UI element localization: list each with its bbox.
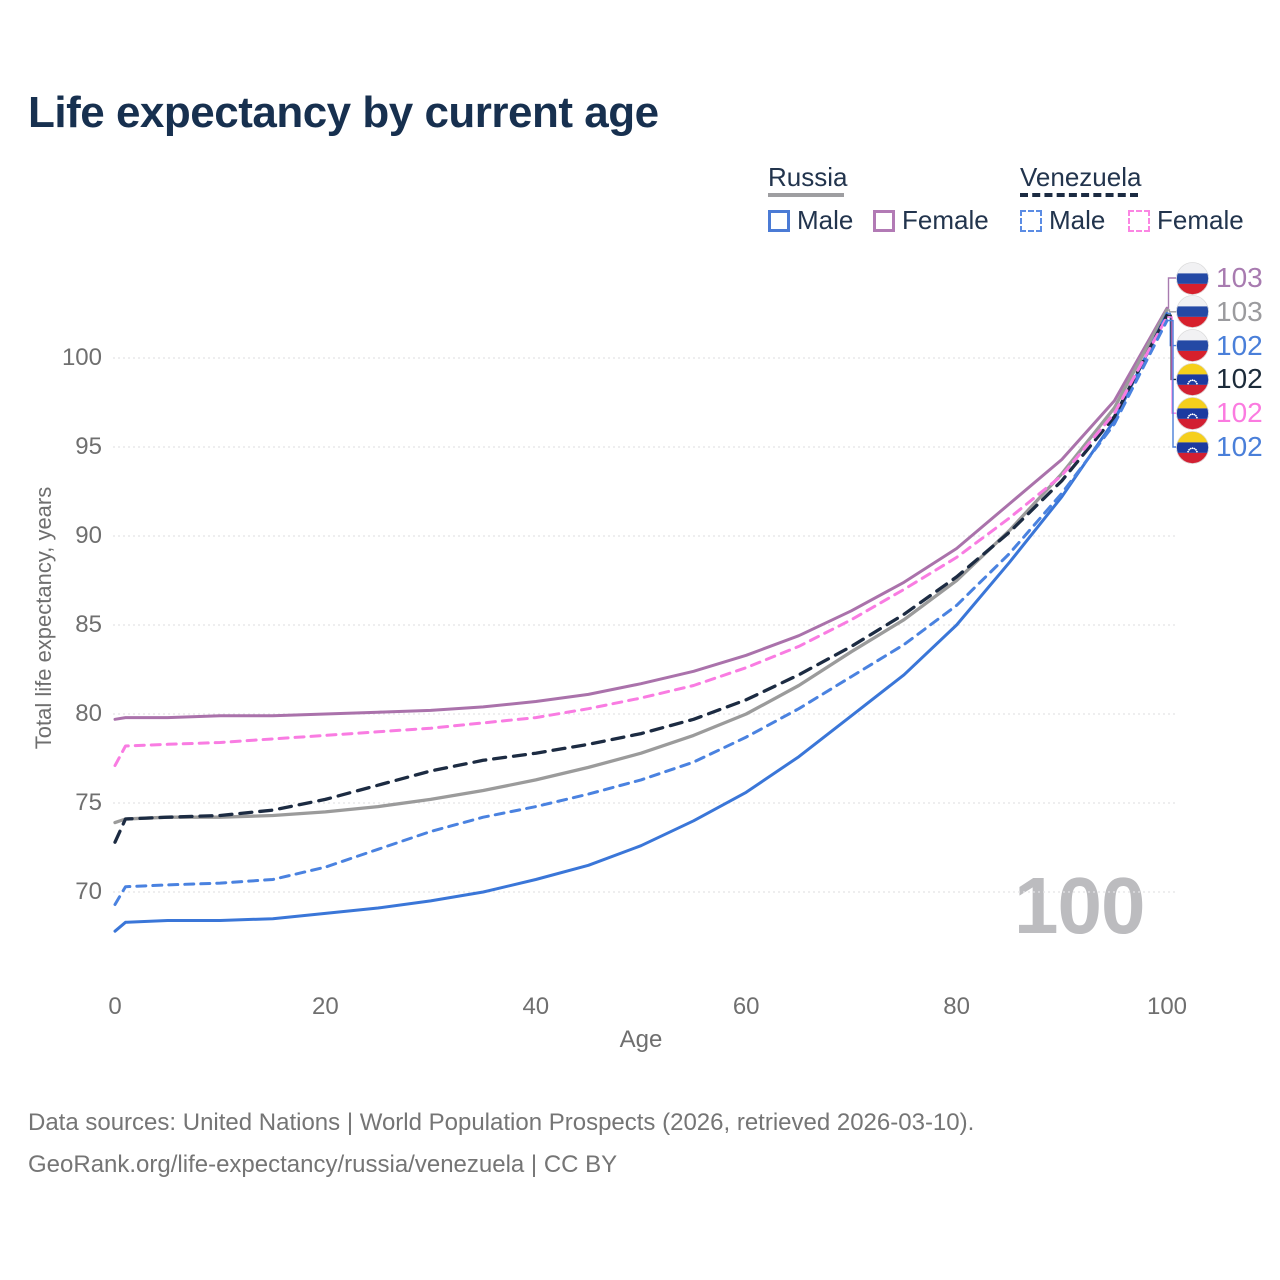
russia-flag-icon — [1176, 329, 1209, 362]
end-label-russia-female[interactable]: 103 — [1176, 261, 1263, 295]
series-line-venezuela-female[interactable] — [113, 315, 1169, 768]
russia-flag-icon — [1176, 261, 1209, 295]
series-line-russia-female[interactable] — [113, 306, 1169, 721]
end-label-value: 102 — [1216, 397, 1263, 429]
x-tick-label-40: 40 — [522, 993, 550, 1020]
venezuela-flag-icon — [1176, 396, 1209, 430]
legend-item-venezuela-female[interactable]: Female — [1128, 205, 1244, 236]
series-line-russia[interactable] — [113, 308, 1169, 825]
y-tick-label-80: 80 — [75, 700, 102, 727]
source-attribution: Data sources: United Nations | World Pop… — [28, 1102, 974, 1186]
end-label-venezuela-female[interactable]: 102 — [1176, 396, 1263, 430]
legend-venezuela-line-sample — [1020, 193, 1138, 197]
x-tick-label-80: 80 — [943, 993, 970, 1020]
data-sources-line: Data sources: United Nations | World Pop… — [28, 1109, 975, 1136]
license-line: GeoRank.org/life-expectancy/russia/venez… — [28, 1151, 618, 1178]
end-label-venezuela-male[interactable]: 102 — [1176, 430, 1263, 464]
age-watermark: 100 — [1014, 861, 1145, 950]
end-label-connector-russia — [1167, 309, 1176, 313]
legend-item-label: Male — [1049, 205, 1106, 235]
y-tick-label-95: 95 — [75, 433, 102, 460]
y-axis-title: Total life expectancy, years — [31, 486, 56, 750]
y-tick-label-85: 85 — [75, 611, 102, 638]
venezuela-flag-icon — [1176, 363, 1209, 396]
y-tick-label-75: 75 — [75, 789, 102, 816]
russia-male-swatch-icon — [768, 209, 790, 232]
x-tick-label-20: 20 — [312, 993, 339, 1020]
venezuela-male-swatch-icon — [1020, 209, 1042, 232]
series-line-venezuela[interactable] — [113, 313, 1169, 844]
end-label-value: 103 — [1216, 262, 1263, 293]
y-tick-label-70: 70 — [75, 878, 102, 905]
series-line-russia-male[interactable] — [113, 312, 1169, 933]
legend-group-russia-title[interactable]: Russia — [768, 162, 848, 192]
end-label-value: 102 — [1216, 329, 1263, 361]
end-label-russia-male[interactable]: 102 — [1176, 329, 1263, 362]
venezuela-flag-icon — [1176, 430, 1209, 464]
x-tick-label-0: 0 — [108, 993, 122, 1020]
legend-item-russia-male[interactable]: Male — [768, 205, 853, 236]
end-label-venezuela[interactable]: 102 — [1176, 363, 1263, 396]
y-tick-label-100: 100 — [61, 344, 102, 371]
legend-item-venezuela-male[interactable]: Male — [1020, 205, 1105, 236]
series-line-venezuela-male[interactable] — [113, 319, 1169, 906]
legend-item-russia-female[interactable]: Female — [873, 205, 989, 236]
end-label-value: 102 — [1216, 363, 1263, 395]
end-label-russia[interactable]: 103 — [1176, 295, 1263, 328]
russia-female-swatch-icon — [873, 209, 895, 232]
end-label-connector-russia-female — [1167, 277, 1176, 309]
end-label-value: 102 — [1216, 431, 1263, 462]
legend-item-label: Female — [1157, 205, 1244, 235]
legend-item-label: Female — [902, 205, 989, 235]
end-label-connector-venezuela-female — [1167, 316, 1176, 414]
end-label-value: 103 — [1216, 295, 1263, 327]
legend-group-venezuela-title[interactable]: Venezuela — [1020, 162, 1142, 192]
y-tick-label-90: 90 — [75, 522, 102, 549]
russia-flag-icon — [1176, 295, 1209, 328]
legend-item-label: Male — [797, 205, 854, 235]
x-axis-title: Age — [619, 1026, 663, 1053]
venezuela-female-swatch-icon — [1128, 209, 1150, 232]
end-label-connector-venezuela-male — [1167, 319, 1176, 448]
x-tick-label-100: 100 — [1146, 993, 1188, 1020]
legend-russia-line-sample — [768, 193, 844, 197]
x-tick-label-60: 60 — [732, 993, 760, 1020]
page-title: Life expectancy by current age — [28, 88, 659, 137]
